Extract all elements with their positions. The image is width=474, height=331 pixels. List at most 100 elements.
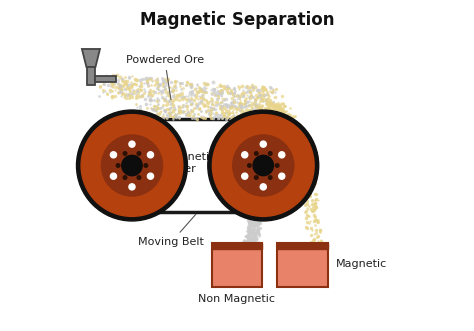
Point: [247, 226, 255, 232]
Point: [245, 241, 253, 246]
Point: [245, 244, 253, 249]
Polygon shape: [82, 49, 100, 67]
Point: [248, 217, 256, 222]
Point: [191, 115, 199, 120]
Point: [248, 242, 255, 247]
Point: [251, 216, 258, 221]
Point: [311, 191, 319, 197]
Point: [241, 244, 249, 249]
Point: [141, 88, 149, 94]
Point: [218, 104, 226, 109]
Point: [137, 87, 145, 93]
Point: [254, 227, 262, 232]
Point: [144, 82, 152, 87]
Point: [165, 93, 173, 98]
Point: [249, 244, 257, 250]
Point: [290, 138, 298, 143]
Point: [247, 238, 255, 243]
Point: [161, 107, 168, 113]
Point: [189, 109, 196, 114]
Point: [250, 239, 257, 245]
Point: [262, 101, 270, 107]
Point: [242, 89, 249, 94]
Point: [262, 98, 270, 103]
Point: [243, 92, 251, 98]
Point: [276, 102, 283, 107]
Point: [252, 103, 260, 109]
Point: [292, 160, 300, 165]
Point: [216, 105, 224, 110]
Point: [247, 243, 255, 248]
Point: [250, 225, 258, 230]
Point: [121, 74, 129, 80]
Point: [254, 111, 261, 117]
Point: [236, 249, 244, 254]
Point: [146, 87, 154, 92]
Point: [236, 101, 244, 106]
Point: [281, 117, 288, 122]
Point: [236, 107, 243, 112]
Point: [276, 109, 283, 114]
Point: [288, 119, 296, 124]
Point: [225, 111, 232, 117]
Point: [264, 102, 272, 108]
Point: [248, 242, 255, 248]
Point: [249, 220, 256, 226]
Point: [286, 129, 294, 135]
Point: [164, 106, 171, 112]
Point: [135, 89, 142, 95]
Point: [291, 143, 298, 148]
Point: [223, 88, 231, 93]
Point: [302, 155, 310, 161]
Point: [255, 231, 263, 236]
Point: [148, 93, 156, 98]
Point: [131, 76, 138, 81]
Point: [228, 95, 236, 101]
Point: [253, 220, 260, 225]
Point: [240, 241, 248, 246]
Point: [274, 110, 282, 115]
Point: [214, 94, 222, 99]
Bar: [277, 243, 328, 249]
Point: [179, 86, 186, 91]
Point: [311, 200, 319, 205]
Point: [180, 95, 188, 100]
Point: [255, 209, 263, 214]
Point: [232, 94, 240, 99]
Point: [249, 220, 257, 226]
Point: [308, 208, 315, 213]
Point: [262, 86, 269, 91]
Point: [245, 237, 253, 243]
Point: [259, 102, 266, 107]
Point: [267, 86, 275, 91]
Point: [245, 245, 252, 250]
Point: [241, 91, 248, 96]
Point: [167, 102, 175, 107]
Point: [292, 130, 300, 135]
Point: [254, 221, 261, 227]
Point: [247, 235, 255, 240]
Point: [258, 116, 266, 121]
Point: [225, 89, 232, 94]
Point: [151, 89, 158, 95]
Point: [270, 109, 277, 115]
Point: [188, 116, 196, 121]
Point: [247, 244, 255, 249]
Point: [267, 114, 274, 119]
Point: [292, 127, 300, 132]
Point: [145, 111, 153, 116]
Point: [182, 83, 190, 88]
Point: [240, 115, 247, 120]
Point: [144, 93, 152, 98]
Point: [242, 103, 249, 108]
Point: [246, 250, 253, 255]
Point: [255, 110, 263, 115]
Point: [219, 114, 227, 119]
Point: [264, 90, 271, 95]
Point: [186, 89, 194, 94]
Point: [254, 226, 262, 232]
Point: [229, 107, 237, 112]
Point: [284, 116, 292, 121]
Point: [241, 242, 249, 248]
Point: [299, 187, 307, 193]
